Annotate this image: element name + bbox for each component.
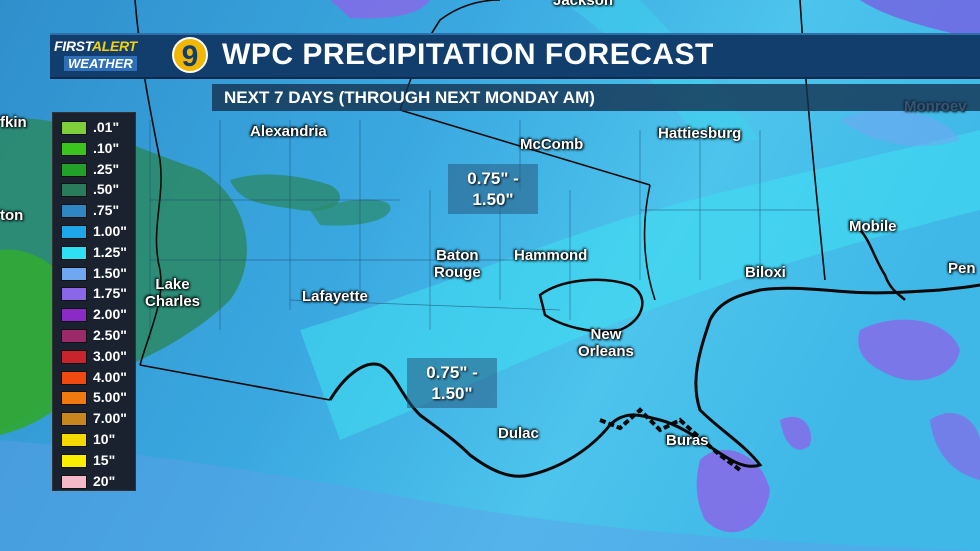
legend-label: 20" [93,472,116,489]
legend-label: 1.00" [93,223,127,239]
logo-weather: WEATHER [64,56,137,71]
legend-label: 1.50" [93,264,127,281]
amount-box-north: 0.75" - 1.50" [448,164,538,214]
legend-swatch [61,370,87,385]
legend-item: 5.00" [59,387,135,407]
city-label-hammond: Hammond [514,247,588,264]
legend-label: 4.00" [93,368,127,385]
legend-swatch [61,308,87,323]
legend-label: 1.25" [93,243,127,260]
legend-swatch [61,245,87,260]
legend-item: 2.50" [59,325,135,345]
legend-label: 1.75" [93,285,127,302]
city-label-lufkin: fkin [0,114,27,131]
legend-item: 1.25" [59,242,135,262]
legend-swatch [61,204,87,219]
legend-label: .75" [93,202,120,219]
legend-swatch [61,287,87,302]
legend-label: 15" [93,451,116,468]
city-label-hattiesburg: Hattiesburg [658,125,742,142]
amount-box-south-line1: 0.75" - [426,363,478,382]
subtitle-banner: NEXT 7 DAYS (THROUGH NEXT MONDAY AM) [212,84,980,111]
city-label-new-orleans: New Orleans [578,326,634,360]
legend-label: .25" [93,160,120,177]
legend-swatch [61,183,87,198]
logo-first: FIRST [54,38,92,54]
legend-item: .50" [59,179,135,199]
legend-label: .10" [93,139,120,156]
city-label-lafayette: Lafayette [302,288,368,305]
city-label-new-orleans-text: New Orleans [578,326,634,360]
legend-swatch [61,474,87,489]
page-subtitle: NEXT 7 DAYS (THROUGH NEXT MONDAY AM) [224,88,595,107]
legend-item: .25" [59,159,135,179]
legend-label: 2.50" [93,327,127,343]
city-label-dulac: Dulac [498,425,539,442]
legend-item: 3.00" [59,346,135,366]
legend-swatch [61,121,87,135]
legend-label: 2.00" [93,306,127,323]
page-title: WPC PRECIPITATION FORECAST [222,38,714,71]
legend-swatch [61,141,87,156]
city-label-lake-charles: Lake Charles [145,276,200,310]
legend-item: .10" [59,138,135,158]
city-label-baton-rouge-line1: Baton Rouge [434,247,481,281]
legend-item: .75" [59,200,135,220]
city-label-pensacola: Pen [948,260,976,277]
legend-label: 3.00" [93,347,127,364]
logo-first-alert: FIRSTALERT [54,38,137,54]
legend-item: .01" [59,117,135,137]
legend-swatch [61,412,87,427]
legend-item: 10" [59,429,135,449]
city-label-lake-charles-text: Lake Charles [145,276,201,310]
legend-swatch [61,329,87,343]
legend-swatch [61,391,87,406]
legend-item: 4.00" [59,367,135,387]
legend-swatch [61,453,87,468]
amount-box-south-line2: 1.50" [431,384,473,403]
legend-item: 15" [59,450,135,470]
city-label-jackson: Jackson [553,0,614,9]
legend-swatch [61,162,87,177]
legend-label: 10" [93,431,116,447]
legend-swatch [61,266,87,281]
legend-label: .50" [93,181,120,198]
legend-swatch [61,433,87,447]
precipitation-legend: .01" .10" .25" .50" .75" 1.00" 1.25" 1.50" 1.75"… [52,112,136,491]
amount-box-south: 0.75" - 1.50" [407,358,497,408]
logo-channel-number: 9 [172,37,208,73]
city-label-houston: ton [0,207,24,224]
logo-alert: ALERT [91,38,137,54]
legend-label: 7.00" [93,410,127,427]
city-label-mccomb: McComb [520,136,584,153]
legend-item: 1.50" [59,263,135,283]
first-alert-weather-logo: FIRSTALERT WEATHER 9 [54,37,212,74]
legend-swatch [61,225,87,239]
city-label-buras: Buras [666,432,709,449]
legend-item: 2.00" [59,304,135,324]
city-label-baton-rouge: Baton Rouge [434,247,481,281]
city-label-mobile: Mobile [849,218,897,235]
legend-item: 20" [59,471,135,491]
amount-box-north-line2: 1.50" [472,190,514,209]
legend-label: .01" [93,119,120,135]
legend-swatch [61,349,87,364]
city-label-alexandria: Alexandria [250,123,327,140]
amount-box-north-line1: 0.75" - [467,169,519,188]
city-label-biloxi: Biloxi [745,264,786,281]
legend-item: 1.00" [59,221,135,241]
legend-item: 7.00" [59,408,135,428]
title-banner: FIRSTALERT WEATHER 9 WPC PRECIPITATION F… [50,33,980,79]
legend-item: 1.75" [59,283,135,303]
legend-label: 5.00" [93,389,127,406]
